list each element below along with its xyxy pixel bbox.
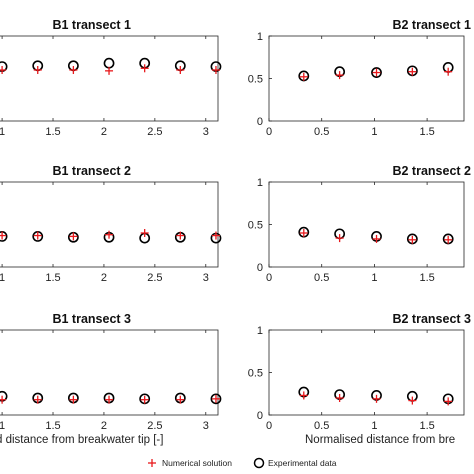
plot-frame xyxy=(268,329,465,416)
experimental-point xyxy=(210,393,222,405)
numerical-point xyxy=(69,66,78,74)
y-tick-label: 0 xyxy=(257,116,263,128)
numerical-point xyxy=(69,232,78,241)
numerical-point xyxy=(335,394,344,402)
x-tick-label: 2 xyxy=(101,272,107,284)
numerical-point xyxy=(176,66,185,74)
x-tick-label: 2 xyxy=(101,420,107,432)
legend: Numerical solution Experimental data xyxy=(148,457,337,469)
panel-title: B2 transect 1 xyxy=(392,18,471,32)
numerical-point xyxy=(0,395,7,404)
numerical-point xyxy=(33,395,42,404)
x-tick-label: 0 xyxy=(266,420,272,432)
numerical-point xyxy=(444,397,453,406)
x-tick-label: 2.5 xyxy=(147,126,162,138)
x-tick-label: 3 xyxy=(203,272,209,284)
y-tick-label: 1 xyxy=(257,177,263,189)
x-tick-label: 1.5 xyxy=(45,126,60,138)
x-tick-label: 1 xyxy=(371,272,377,284)
x-axis-label: Normalised distance from bre xyxy=(305,434,455,446)
y-tick-label: 1 xyxy=(257,31,263,43)
x-axis-label: d distance from breakwater tip [-] xyxy=(0,434,163,446)
numerical-point xyxy=(408,396,417,405)
x-tick-label: 1.5 xyxy=(419,126,434,138)
x-tick-label: 1 xyxy=(0,126,5,138)
plot-frame xyxy=(0,35,219,122)
plot-frame xyxy=(268,35,465,122)
plot-frame xyxy=(268,181,465,268)
numerical-point xyxy=(335,71,344,80)
x-tick-label: 0 xyxy=(266,126,272,138)
panel-title: B2 transect 3 xyxy=(392,312,471,326)
x-tick-label: 2 xyxy=(101,126,107,138)
numerical-point xyxy=(299,391,308,400)
numerical-point xyxy=(105,66,114,75)
plot-frame xyxy=(0,181,219,268)
panel-title: B1 transect 3 xyxy=(52,312,131,326)
legend-circle-marker xyxy=(253,457,265,469)
panel-title: B1 transect 2 xyxy=(52,164,131,178)
numerical-point xyxy=(372,234,381,243)
x-tick-label: 1.5 xyxy=(45,420,60,432)
x-tick-label: 1.5 xyxy=(45,272,60,284)
panel-4: B2 transect 2 0 0.5 1 1.5 0 0.5 1 xyxy=(248,164,471,284)
numerical-point xyxy=(69,395,78,404)
numerical-point xyxy=(0,231,7,240)
panels: B1 transect 1 1 1.5 2 2.5 3 B2 transect 1 0 0.5 1… xyxy=(0,18,471,446)
x-tick-label: 2.5 xyxy=(147,420,162,432)
numerical-point xyxy=(176,231,185,240)
y-tick-label: 1 xyxy=(257,325,263,337)
numerical-point xyxy=(33,231,42,240)
y-tick-label: 0.5 xyxy=(248,368,263,380)
panel-title: B2 transect 2 xyxy=(392,164,471,178)
panel-6: B2 transect 3 0 0.5 1 1.5 0 0.5 1 Normalised dis… xyxy=(248,312,471,446)
y-tick-label: 0.5 xyxy=(248,74,263,86)
legend-label-numerical: Numerical solution xyxy=(162,458,232,468)
x-tick-label: 3 xyxy=(203,126,209,138)
y-tick-label: 0 xyxy=(257,262,263,274)
numerical-point xyxy=(140,64,149,73)
x-tick-label: 1.5 xyxy=(419,420,434,432)
x-tick-label: 1 xyxy=(0,420,5,432)
numerical-point xyxy=(444,235,453,244)
experimental-point xyxy=(371,67,382,78)
numerical-point xyxy=(211,394,220,403)
legend-label-experimental: Experimental data xyxy=(268,458,337,468)
numerical-point xyxy=(211,66,220,74)
numerical-point xyxy=(105,230,114,239)
panel-3: B1 transect 2 1 1.5 2 2.5 3 xyxy=(0,164,222,284)
x-tick-label: 0 xyxy=(266,272,272,284)
panel-5: B1 transect 3 1 1.5 2 2.5 3 d distance from br… xyxy=(0,312,222,446)
numerical-point xyxy=(299,72,308,81)
numerical-point xyxy=(0,66,7,74)
numerical-point xyxy=(33,66,42,74)
x-tick-label: 0.5 xyxy=(314,272,329,284)
y-tick-label: 0.5 xyxy=(248,220,263,232)
numerical-point xyxy=(140,395,149,404)
panel-2: B2 transect 1 0 0.5 1 1.5 0 0.5 1 xyxy=(248,18,471,138)
x-tick-label: 1 xyxy=(371,126,377,138)
x-tick-label: 0.5 xyxy=(314,126,329,138)
numerical-point xyxy=(335,234,344,243)
numerical-point xyxy=(105,395,114,404)
numerical-point xyxy=(372,394,381,403)
x-tick-label: 1.5 xyxy=(419,272,434,284)
numerical-point xyxy=(444,67,453,76)
y-tick-label: 0 xyxy=(257,410,263,422)
x-tick-label: 1 xyxy=(0,272,5,284)
panel-title: B1 transect 1 xyxy=(52,18,131,32)
x-tick-label: 1 xyxy=(371,420,377,432)
x-tick-label: 2.5 xyxy=(147,272,162,284)
x-tick-label: 0.5 xyxy=(314,420,329,432)
panel-1: B1 transect 1 1 1.5 2 2.5 3 xyxy=(0,18,222,138)
numerical-point xyxy=(211,231,220,240)
numerical-point xyxy=(408,67,417,76)
x-tick-label: 3 xyxy=(203,420,209,432)
numerical-point xyxy=(372,68,381,77)
numerical-point xyxy=(299,229,308,237)
numerical-point xyxy=(140,229,149,237)
numerical-point xyxy=(176,395,185,404)
numerical-point xyxy=(408,235,417,244)
